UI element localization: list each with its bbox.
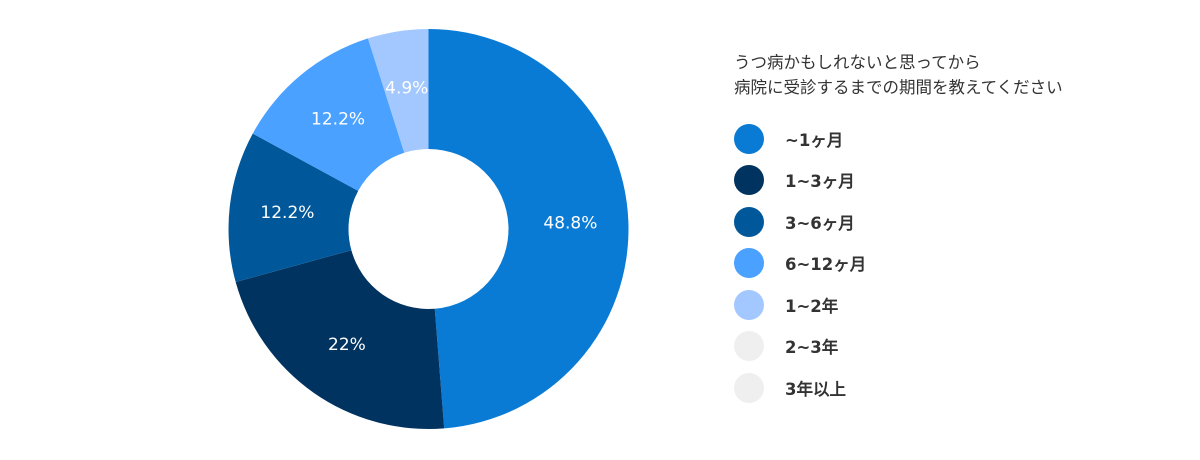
legend-item[interactable]: 1~2年 <box>734 284 1063 326</box>
legend-label: 3年以上 <box>785 379 846 399</box>
legend-label: 3~6ヶ月 <box>785 213 855 233</box>
donut-slice[interactable] <box>252 38 405 191</box>
donut-slice[interactable] <box>428 29 629 429</box>
legend-swatch-circle-icon <box>734 289 764 320</box>
legend-swatch-circle-icon <box>734 206 764 237</box>
legend-item[interactable]: ~1ヶ月 <box>734 118 1063 160</box>
legend-label: 1~3ヶ月 <box>785 172 855 192</box>
chart-title-line-1: うつ病かもしれないと思ってから <box>734 53 981 72</box>
legend-item[interactable]: 3年以上 <box>734 367 1063 409</box>
slice-data-label: 12.2% <box>260 203 314 223</box>
donut-slice[interactable] <box>228 133 359 283</box>
slice-data-label: 22% <box>328 335 366 355</box>
legend-swatch-circle-icon <box>734 123 764 154</box>
donut-slice[interactable] <box>367 29 429 153</box>
legend-swatch-circle-icon <box>734 248 764 279</box>
legend-swatch-circle-icon <box>734 165 764 196</box>
slice-data-label: 4.9% <box>385 79 428 99</box>
legend-swatch-circle-icon <box>734 331 764 362</box>
legend-label: ~1ヶ月 <box>785 130 844 150</box>
legend-item[interactable]: 6~12ヶ月 <box>734 243 1063 285</box>
slice-labels: 48.8% 22% 12.2% 12.2% 4.9% <box>260 79 597 356</box>
legend-label: 2~3年 <box>785 338 839 358</box>
donut-slices <box>228 29 629 429</box>
slice-data-label: 12.2% <box>311 110 365 130</box>
legend-swatch-circle-icon <box>734 372 764 403</box>
legend-label: 1~2年 <box>785 296 839 316</box>
legend-item[interactable]: 3~6ヶ月 <box>734 201 1063 243</box>
donut-slice[interactable] <box>235 250 445 429</box>
legend-item[interactable]: 2~3年 <box>734 326 1063 368</box>
legend-item[interactable]: 1~3ヶ月 <box>734 160 1063 202</box>
legend: うつ病かもしれないと思ってから 病院に受診するまでの期間を教えてください ~1ヶ… <box>734 50 1063 409</box>
slice-data-label: 48.8% <box>543 213 597 233</box>
chart-title-line-2: 病院に受診するまでの期間を教えてください <box>734 78 1063 97</box>
chart-title: うつ病かもしれないと思ってから 病院に受診するまでの期間を教えてください <box>734 50 1063 100</box>
legend-label: 6~12ヶ月 <box>785 255 867 275</box>
legend-list: ~1ヶ月 1~3ヶ月 3~6ヶ月 6~12ヶ月 1~2年 2~3年 3年以上 <box>734 118 1063 409</box>
